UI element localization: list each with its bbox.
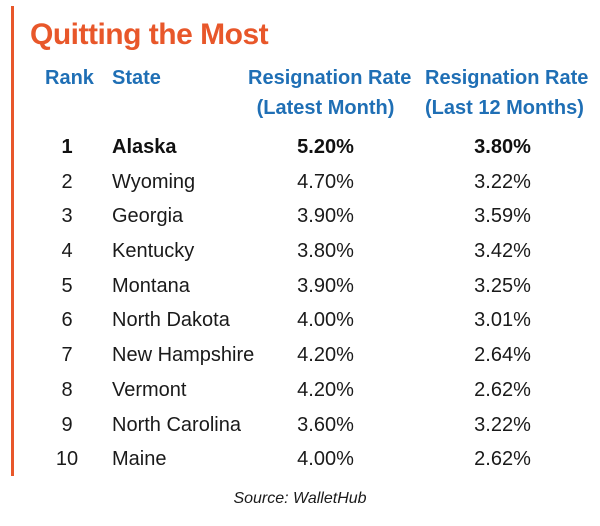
- cell-last-12-months: 2.62%: [474, 378, 531, 401]
- cell-state: Wyoming: [112, 170, 196, 193]
- cell-last-12-months: 3.25%: [474, 274, 531, 297]
- header-latest-month-line-1: Resignation Rate: [248, 67, 412, 89]
- table-row: 3 Georgia 3.90% 3.59%: [0, 201, 600, 236]
- cell-latest-month: 3.90%: [297, 205, 354, 228]
- cell-latest-month: 3.60%: [297, 413, 354, 436]
- table-row: 10 Maine 4.00% 2.62%: [0, 444, 600, 479]
- cell-rank: 4: [61, 240, 73, 263]
- cell-rank: 10: [55, 448, 79, 471]
- cell-last-12-months: 3.80%: [474, 136, 531, 158]
- header-state-line-1: State: [112, 67, 161, 89]
- cell-latest-month: 4.20%: [297, 344, 354, 367]
- cell-state: North Carolina: [112, 413, 241, 436]
- table-row: 8 Vermont 4.20% 2.62%: [0, 375, 600, 410]
- cell-latest-month: 5.20%: [297, 136, 354, 158]
- cell-rank: 1: [61, 136, 73, 158]
- cell-state: Kentucky: [112, 240, 195, 263]
- table-row: 4 Kentucky 3.80% 3.42%: [0, 236, 600, 271]
- header-latest-month-line-2: (Latest Month): [256, 97, 395, 119]
- accent-bar: [11, 6, 14, 476]
- cell-rank: 8: [61, 378, 73, 401]
- cell-state: Georgia: [112, 205, 184, 228]
- cell-rank: 5: [61, 274, 73, 297]
- table-row: 5 Montana 3.90% 3.25%: [0, 271, 600, 306]
- header-last-12-months-line-1: Resignation Rate: [425, 67, 589, 89]
- cell-state: Maine: [112, 448, 167, 471]
- table-row: 9 North Carolina 3.60% 3.22%: [0, 410, 600, 445]
- header-state: State: [112, 63, 161, 93]
- cell-rank: 3: [61, 205, 73, 228]
- header-rank-line-1: Rank: [45, 67, 94, 89]
- cell-last-12-months: 3.01%: [474, 309, 531, 332]
- header-last-12-months-line-2: (Last 12 Months): [425, 97, 584, 119]
- cell-latest-month: 4.20%: [297, 378, 354, 401]
- table-row: 7 New Hampshire 4.20% 2.64%: [0, 340, 600, 375]
- source-note: Source: WalletHub: [233, 490, 367, 507]
- cell-latest-month: 4.00%: [297, 309, 354, 332]
- cell-rank: 9: [61, 413, 73, 436]
- cell-last-12-months: 2.62%: [474, 448, 531, 471]
- table-row: 2 Wyoming 4.70% 3.22%: [0, 167, 600, 202]
- cell-rank: 6: [61, 309, 73, 332]
- table-row: 6 North Dakota 4.00% 3.01%: [0, 305, 600, 340]
- cell-state: New Hampshire: [112, 344, 255, 367]
- header-last-12-months: Resignation Rate (Last 12 Months): [425, 63, 589, 123]
- cell-last-12-months: 3.22%: [474, 413, 531, 436]
- cell-latest-month: 3.80%: [297, 240, 354, 263]
- table-body: 1 Alaska 5.20% 3.80% 2 Wyoming 4.70% 3.2…: [0, 132, 600, 479]
- header-latest-month: Resignation Rate (Latest Month): [248, 63, 412, 123]
- cell-last-12-months: 2.64%: [474, 344, 531, 367]
- cell-latest-month: 4.00%: [297, 448, 354, 471]
- cell-state: Alaska: [112, 136, 177, 158]
- table-row: 1 Alaska 5.20% 3.80%: [0, 132, 600, 167]
- chart-title: Quitting the Most: [30, 18, 269, 51]
- cell-rank: 2: [61, 170, 73, 193]
- cell-last-12-months: 3.59%: [474, 205, 531, 228]
- cell-rank: 7: [61, 344, 73, 367]
- header-rank: Rank: [45, 63, 94, 93]
- cell-last-12-months: 3.42%: [474, 240, 531, 263]
- cell-state: North Dakota: [112, 309, 230, 332]
- cell-last-12-months: 3.22%: [474, 170, 531, 193]
- cell-latest-month: 3.90%: [297, 274, 354, 297]
- cell-state: Montana: [112, 274, 190, 297]
- cell-latest-month: 4.70%: [297, 170, 354, 193]
- cell-state: Vermont: [112, 378, 187, 401]
